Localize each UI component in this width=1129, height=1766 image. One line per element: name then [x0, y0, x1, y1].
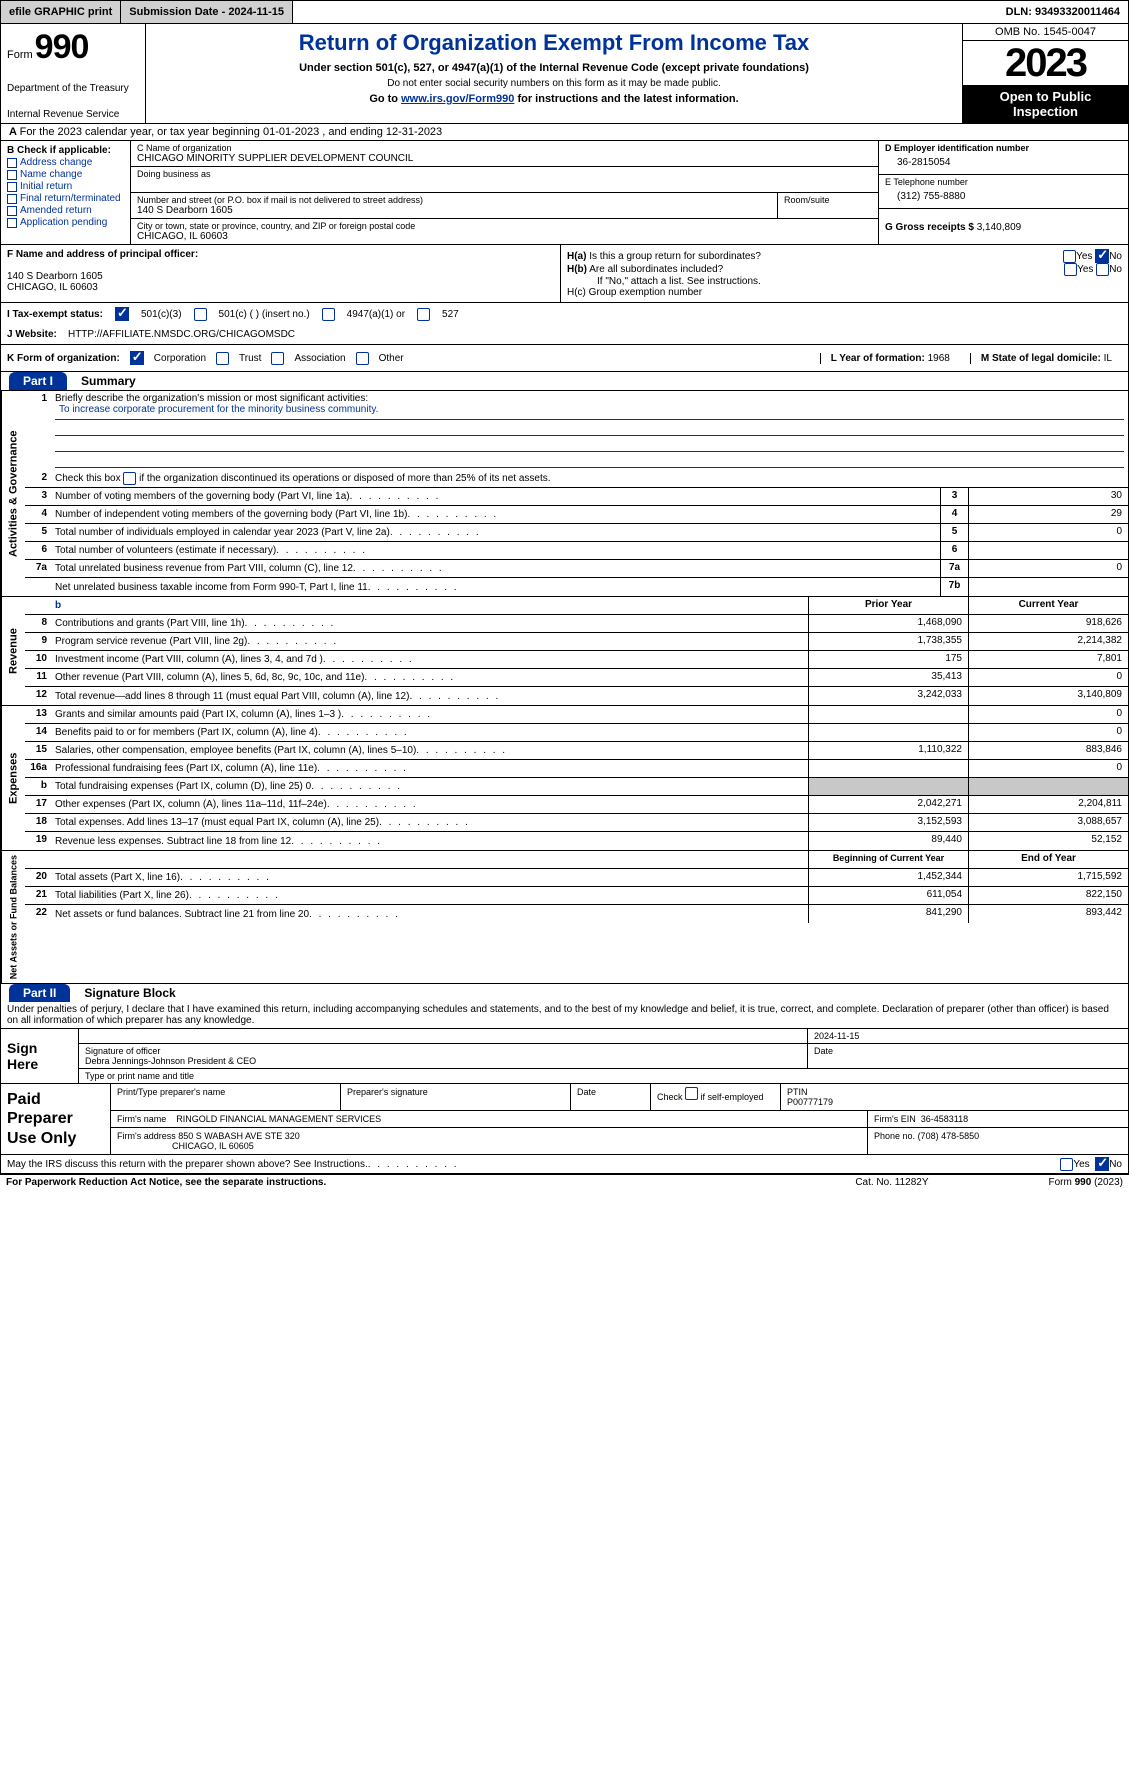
summary-row: 19Revenue less expenses. Subtract line 1… [25, 832, 1128, 850]
box-b-option[interactable]: Address change [7, 157, 124, 168]
officer-name: Debra Jennings-Johnson President & CEO [85, 1056, 256, 1066]
other-checkbox[interactable] [356, 352, 369, 365]
501c-checkbox[interactable] [194, 308, 207, 321]
hb-yes-checkbox[interactable] [1064, 263, 1077, 276]
summary-row: 21Total liabilities (Part X, line 26)611… [25, 887, 1128, 905]
box-c-name: C Name of organization CHICAGO MINORITY … [131, 141, 878, 167]
discuss-yes-checkbox[interactable] [1060, 1158, 1073, 1171]
submission-date: Submission Date - 2024-11-15 [121, 1, 293, 23]
ha-no-checkbox[interactable] [1095, 249, 1109, 263]
summary-row: 3Number of voting members of the governi… [25, 488, 1128, 506]
row-i: I Tax-exempt status: 501(c)(3) 501(c) ( … [0, 303, 1129, 325]
form-header: Form 990 Department of the Treasury Inte… [0, 24, 1129, 124]
summary-row: 13Grants and similar amounts paid (Part … [25, 706, 1128, 724]
firm-name: RINGOLD FINANCIAL MANAGEMENT SERVICES [176, 1114, 381, 1124]
527-checkbox[interactable] [417, 308, 430, 321]
box-c-city: City or town, state or province, country… [131, 219, 878, 244]
summary-row: 6Total number of volunteers (estimate if… [25, 542, 1128, 560]
summary-row: bTotal fundraising expenses (Part IX, co… [25, 778, 1128, 796]
discontinued-checkbox[interactable] [123, 472, 136, 485]
efile-button[interactable]: efile GRAPHIC print [1, 1, 121, 23]
netassets-section: Net Assets or Fund Balances Beginning of… [0, 851, 1129, 984]
row-a: A For the 2023 calendar year, or tax yea… [0, 124, 1129, 141]
hb-no-checkbox[interactable] [1096, 263, 1109, 276]
assoc-checkbox[interactable] [271, 352, 284, 365]
box-b-option[interactable]: Initial return [7, 181, 124, 192]
summary-row: Net unrelated business taxable income fr… [25, 578, 1128, 596]
revenue-section: Revenue b Prior Year Current Year 8Contr… [0, 597, 1129, 706]
4947-checkbox[interactable] [322, 308, 335, 321]
governance-section: Activities & Governance 1 Briefly descri… [0, 390, 1129, 597]
box-e: E Telephone number (312) 755-8880 [879, 175, 1128, 209]
summary-row: 10Investment income (Part VIII, column (… [25, 651, 1128, 669]
sign-here-block: Sign Here 2024-11-15 Signature of office… [0, 1029, 1129, 1084]
row-klm: K Form of organization: Corporation Trus… [0, 345, 1129, 372]
irs-label: Internal Revenue Service [7, 109, 139, 119]
form-title: Return of Organization Exempt From Incom… [154, 30, 954, 56]
box-b-option[interactable]: Application pending [7, 217, 124, 228]
paid-preparer-block: Paid Preparer Use Only Print/Type prepar… [0, 1084, 1129, 1155]
trust-checkbox[interactable] [216, 352, 229, 365]
box-g: G Gross receipts $ 3,140,809 [879, 209, 1128, 235]
irs-link[interactable]: www.irs.gov/Form990 [401, 93, 514, 105]
summary-row: 12Total revenue—add lines 8 through 11 (… [25, 687, 1128, 705]
summary-row: 14Benefits paid to or for members (Part … [25, 724, 1128, 742]
box-b-option[interactable]: Name change [7, 169, 124, 180]
footer: For Paperwork Reduction Act Notice, see … [0, 1174, 1129, 1190]
box-c-room: Room/suite [778, 193, 878, 219]
website-link[interactable]: HTTP://AFFILIATE.NMSDC.ORG/CHICAGOMSDC [68, 329, 295, 340]
summary-row: 11Other revenue (Part VIII, column (A), … [25, 669, 1128, 687]
box-h: H(a) Is this a group return for subordin… [561, 245, 1128, 302]
summary-row: 9Program service revenue (Part VIII, lin… [25, 633, 1128, 651]
expenses-section: Expenses 13Grants and similar amounts pa… [0, 706, 1129, 851]
summary-row: 17Other expenses (Part IX, column (A), l… [25, 796, 1128, 814]
part-2-header: Part II Signature Block [0, 984, 1129, 1002]
summary-row: 20Total assets (Part X, line 16)1,452,34… [25, 869, 1128, 887]
summary-row: 5Total number of individuals employed in… [25, 524, 1128, 542]
summary-row: 22Net assets or fund balances. Subtract … [25, 905, 1128, 923]
box-d: D Employer identification number 36-2815… [879, 141, 1128, 175]
goto-line: Go to www.irs.gov/Form990 for instructio… [154, 93, 954, 105]
tax-year: 2023 [963, 41, 1128, 85]
open-public-badge: Open to Public Inspection [963, 85, 1128, 123]
row-f-h: F Name and address of principal officer:… [0, 245, 1129, 303]
501c3-checkbox[interactable] [115, 307, 129, 321]
identity-grid: B Check if applicable: Address changeNam… [0, 141, 1129, 245]
summary-row: 15Salaries, other compensation, employee… [25, 742, 1128, 760]
ha-yes-checkbox[interactable] [1063, 250, 1076, 263]
box-c-dba: Doing business as [131, 167, 878, 193]
form-subtext: Do not enter social security numbers on … [154, 78, 954, 89]
box-b: B Check if applicable: Address changeNam… [1, 141, 131, 244]
perjury-statement: Under penalties of perjury, I declare th… [0, 1002, 1129, 1029]
box-f: F Name and address of principal officer:… [1, 245, 561, 302]
summary-row: 8Contributions and grants (Part VIII, li… [25, 615, 1128, 633]
form-subtitle: Under section 501(c), 527, or 4947(a)(1)… [154, 62, 954, 74]
omb-number: OMB No. 1545-0047 [963, 24, 1128, 41]
dln-label: DLN: 93493320011464 [998, 1, 1128, 23]
form-number: Form 990 [7, 28, 139, 67]
dept-treasury: Department of the Treasury [7, 83, 139, 94]
corp-checkbox[interactable] [130, 351, 144, 365]
box-c-address: Number and street (or P.O. box if mail i… [131, 193, 778, 219]
self-employed-checkbox[interactable] [685, 1087, 698, 1100]
box-b-option[interactable]: Final return/terminated [7, 193, 124, 204]
box-b-option[interactable]: Amended return [7, 205, 124, 216]
summary-row: 4Number of independent voting members of… [25, 506, 1128, 524]
summary-row: 16aProfessional fundraising fees (Part I… [25, 760, 1128, 778]
discuss-no-checkbox[interactable] [1095, 1157, 1109, 1171]
discuss-row: May the IRS discuss this return with the… [0, 1155, 1129, 1174]
top-bar: efile GRAPHIC print Submission Date - 20… [0, 0, 1129, 24]
summary-row: 7aTotal unrelated business revenue from … [25, 560, 1128, 578]
mission-text: To increase corporate procurement for th… [55, 404, 1124, 420]
part-1-header: Part I Summary [0, 372, 1129, 390]
row-j: J Website: HTTP://AFFILIATE.NMSDC.ORG/CH… [0, 325, 1129, 345]
summary-row: 18Total expenses. Add lines 13–17 (must … [25, 814, 1128, 832]
